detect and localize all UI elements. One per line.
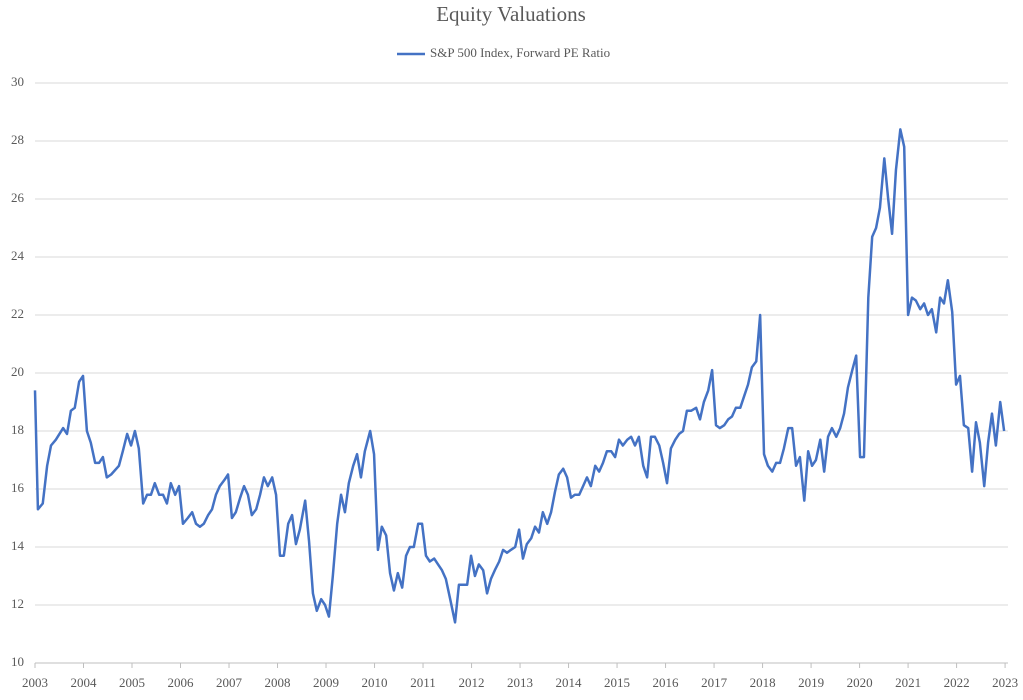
x-tick-label: 2015 [604,675,630,690]
x-tick-label: 2014 [556,675,583,690]
y-tick-label: 12 [11,596,24,611]
x-tick-label: 2009 [313,675,339,690]
x-tick-label: 2023 [992,675,1018,690]
x-tick-label: 2019 [798,675,824,690]
legend-label: S&P 500 Index, Forward PE Ratio [430,45,610,60]
y-tick-label: 26 [11,190,25,205]
x-tick-label: 2011 [410,675,436,690]
y-tick-label: 10 [11,654,24,669]
x-tick-label: 2017 [701,675,728,690]
x-tick-label: 2003 [22,675,48,690]
y-tick-label: 14 [11,538,25,553]
x-tick-label: 2007 [216,675,243,690]
x-tick-label: 2016 [653,675,680,690]
x-tick-label: 2013 [507,675,533,690]
y-tick-label: 28 [11,132,24,147]
y-tick-label: 20 [11,364,24,379]
y-tick-label: 18 [11,422,24,437]
x-tick-label: 2021 [895,675,921,690]
data-line [33,128,1006,624]
x-tick-label: 2012 [459,675,485,690]
y-tick-label: 30 [11,74,24,89]
x-tick-label: 2008 [265,675,291,690]
x-tick-label: 2020 [847,675,873,690]
y-tick-label: 22 [11,306,24,321]
chart-title: Equity Valuations [436,2,586,26]
x-tick-label: 2005 [119,675,145,690]
y-tick-label: 24 [11,248,25,263]
y-tick-label: 16 [11,480,25,495]
x-tick-label: 2006 [168,675,195,690]
x-tick-label: 2004 [71,675,98,690]
x-tick-label: 2022 [944,675,970,690]
x-tick-label: 2010 [362,675,388,690]
x-tick-label: 2018 [750,675,776,690]
